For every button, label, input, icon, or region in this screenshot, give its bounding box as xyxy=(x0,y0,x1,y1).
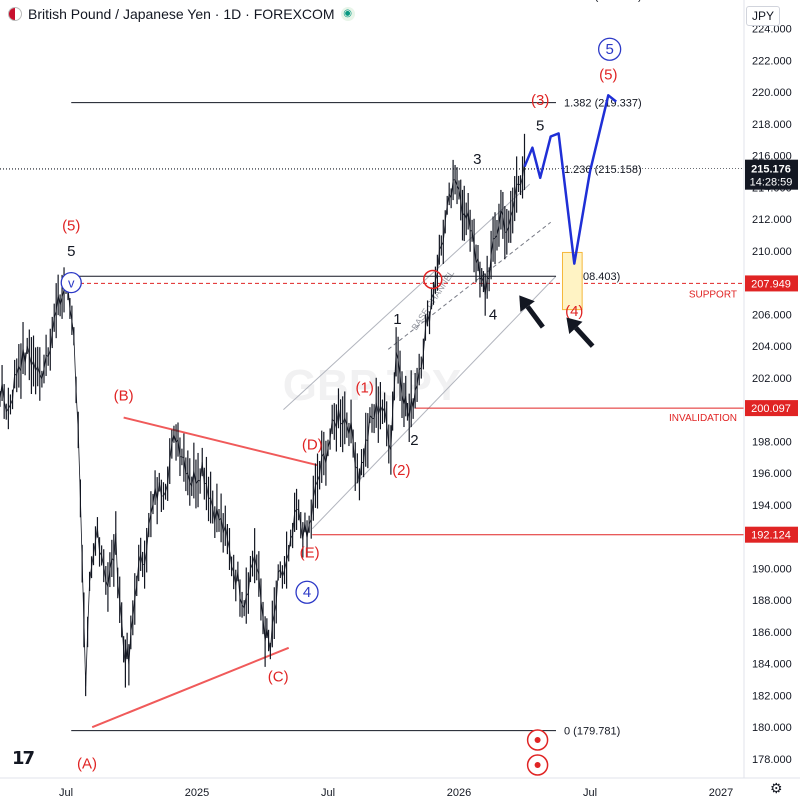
wave-label: 4 xyxy=(303,584,311,601)
event-markers xyxy=(526,729,549,776)
price-tag-bg xyxy=(745,275,798,292)
wave-label: (D) xyxy=(302,437,323,454)
wave-label: (4) xyxy=(565,303,583,320)
wave-label: v xyxy=(68,276,75,291)
wave-label: (E) xyxy=(300,545,320,562)
x-tick-label: Jul xyxy=(321,787,335,799)
price-tag-label: 207.949 xyxy=(751,278,791,290)
wave-label: (5) xyxy=(599,67,617,84)
wave-label-circle xyxy=(60,271,82,294)
wave-label: 2 xyxy=(410,432,418,449)
channel-lower-line xyxy=(311,275,557,530)
y-tick-label: 206.000 xyxy=(752,309,792,321)
y-tick-label: 184.000 xyxy=(752,659,792,671)
fib-level-label: 1.618 (226.092) xyxy=(564,0,642,2)
current-price-label: 215.176 xyxy=(751,164,791,176)
y-tick-label: 220.000 xyxy=(752,87,792,99)
wave-label: (3) xyxy=(531,92,549,109)
price-series xyxy=(0,133,526,697)
eye-icon[interactable]: ◉ xyxy=(340,7,355,21)
wave-label: (1) xyxy=(356,379,374,396)
wave-label: 3 xyxy=(473,151,481,168)
wave-label: (A) xyxy=(77,756,97,773)
arrow-head xyxy=(519,295,535,312)
price-axis[interactable]: 178.000 180.000 182.000 184.000 186.000 188.0… xyxy=(752,24,792,766)
y-tick-label: 194.000 xyxy=(752,500,792,512)
wave-label: 4 xyxy=(489,306,497,323)
y-tick-label: 222.000 xyxy=(752,55,792,67)
channel-middle-line xyxy=(387,221,552,350)
y-tick-label: 178.000 xyxy=(752,754,792,766)
price-tag-bg xyxy=(745,526,798,543)
x-tick-label: 2027 xyxy=(709,787,733,799)
wave-label: (2) xyxy=(392,462,410,479)
y-tick-label: 182.000 xyxy=(752,690,792,702)
flag-icon xyxy=(8,7,22,21)
y-tick-label: 186.000 xyxy=(752,627,792,639)
wave-label: 5 xyxy=(67,243,75,260)
y-tick-label: 212.000 xyxy=(752,214,792,226)
wave-label: 5 xyxy=(605,41,613,58)
arrows xyxy=(519,295,595,348)
settings-gear-icon[interactable]: ⚙ xyxy=(770,780,783,796)
price-tag-bg xyxy=(745,400,798,417)
chart-header: British Pound / Japanese Yen · 1D · FORE… xyxy=(8,6,355,22)
price-levels: 1.618 (226.092) 1.382 (219.337) 1.236 (215… xyxy=(0,0,744,738)
wave-label-circle xyxy=(295,580,319,604)
currency-button[interactable]: JPY xyxy=(746,6,780,26)
y-tick-label: 198.000 xyxy=(752,436,792,448)
channel-upper-line xyxy=(283,183,531,411)
x-tick-label: 2026 xyxy=(447,787,471,799)
wave-label: (B) xyxy=(114,387,134,404)
event-marker-dot xyxy=(534,762,541,768)
wave-labels: 3(5)5viiiiv(A)(B)(C)(D)(E)4(1)(2)12345(3… xyxy=(60,37,622,773)
y-tick-label: 180.000 xyxy=(752,722,792,734)
price-line xyxy=(0,161,525,687)
support-text: SUPPORT xyxy=(689,289,737,300)
y-tick-label: 202.000 xyxy=(752,373,792,385)
x-tick-label: Jul xyxy=(583,787,597,799)
arrow-shaft xyxy=(574,326,595,348)
target-zone xyxy=(561,251,583,311)
wave-label-circle xyxy=(598,37,622,61)
wave-label: (C) xyxy=(268,668,289,685)
y-tick-label: 196.000 xyxy=(752,468,792,480)
trendline xyxy=(91,646,290,729)
event-marker-dot xyxy=(534,737,541,743)
trendline xyxy=(123,416,318,467)
fib-level-label: 1.382 (219.337) xyxy=(564,98,642,110)
x-tick-label: 2025 xyxy=(185,787,209,799)
breakout-circle xyxy=(423,269,443,290)
current-price-tag-bg xyxy=(745,159,798,190)
invalidation-text: INVALIDATION xyxy=(669,413,737,424)
price-tag-label: 200.097 xyxy=(751,403,791,415)
y-tick-label: 188.000 xyxy=(752,595,792,607)
projection-line xyxy=(523,94,617,265)
arrow-shaft xyxy=(525,305,545,329)
wave-label: 5 xyxy=(536,117,544,134)
watermark: GBPJPY xyxy=(283,361,462,410)
fib-level-label: 1.236 (215.158) xyxy=(564,164,642,176)
projection-path xyxy=(523,94,617,265)
arrow-head xyxy=(566,317,583,334)
y-tick-label: 210.000 xyxy=(752,246,792,258)
countdown-label: 14:28:59 xyxy=(750,177,793,189)
y-tick-label: 218.000 xyxy=(752,119,792,131)
x-tick-label: Jul xyxy=(59,787,73,799)
wave-label: 1 xyxy=(393,311,401,328)
time-axis[interactable]: Jul 2025 Jul 2026 Jul 2027 xyxy=(59,787,733,799)
symbol-title[interactable]: British Pound / Japanese Yen · 1D · FORE… xyxy=(28,6,335,22)
y-tick-label: 204.000 xyxy=(752,341,792,353)
wave-label: (5) xyxy=(62,217,80,234)
price-tag-label: 192.124 xyxy=(751,530,791,542)
trendlines xyxy=(91,416,318,729)
fib-level-label: 0 (179.781) xyxy=(564,726,620,738)
tradingview-logo: 17 xyxy=(12,748,35,769)
y-tick-label: 224.000 xyxy=(752,24,792,36)
y-tick-label: 216.000 xyxy=(752,151,792,163)
y-tick-label: 190.000 xyxy=(752,563,792,575)
target-zone-box xyxy=(561,251,583,311)
